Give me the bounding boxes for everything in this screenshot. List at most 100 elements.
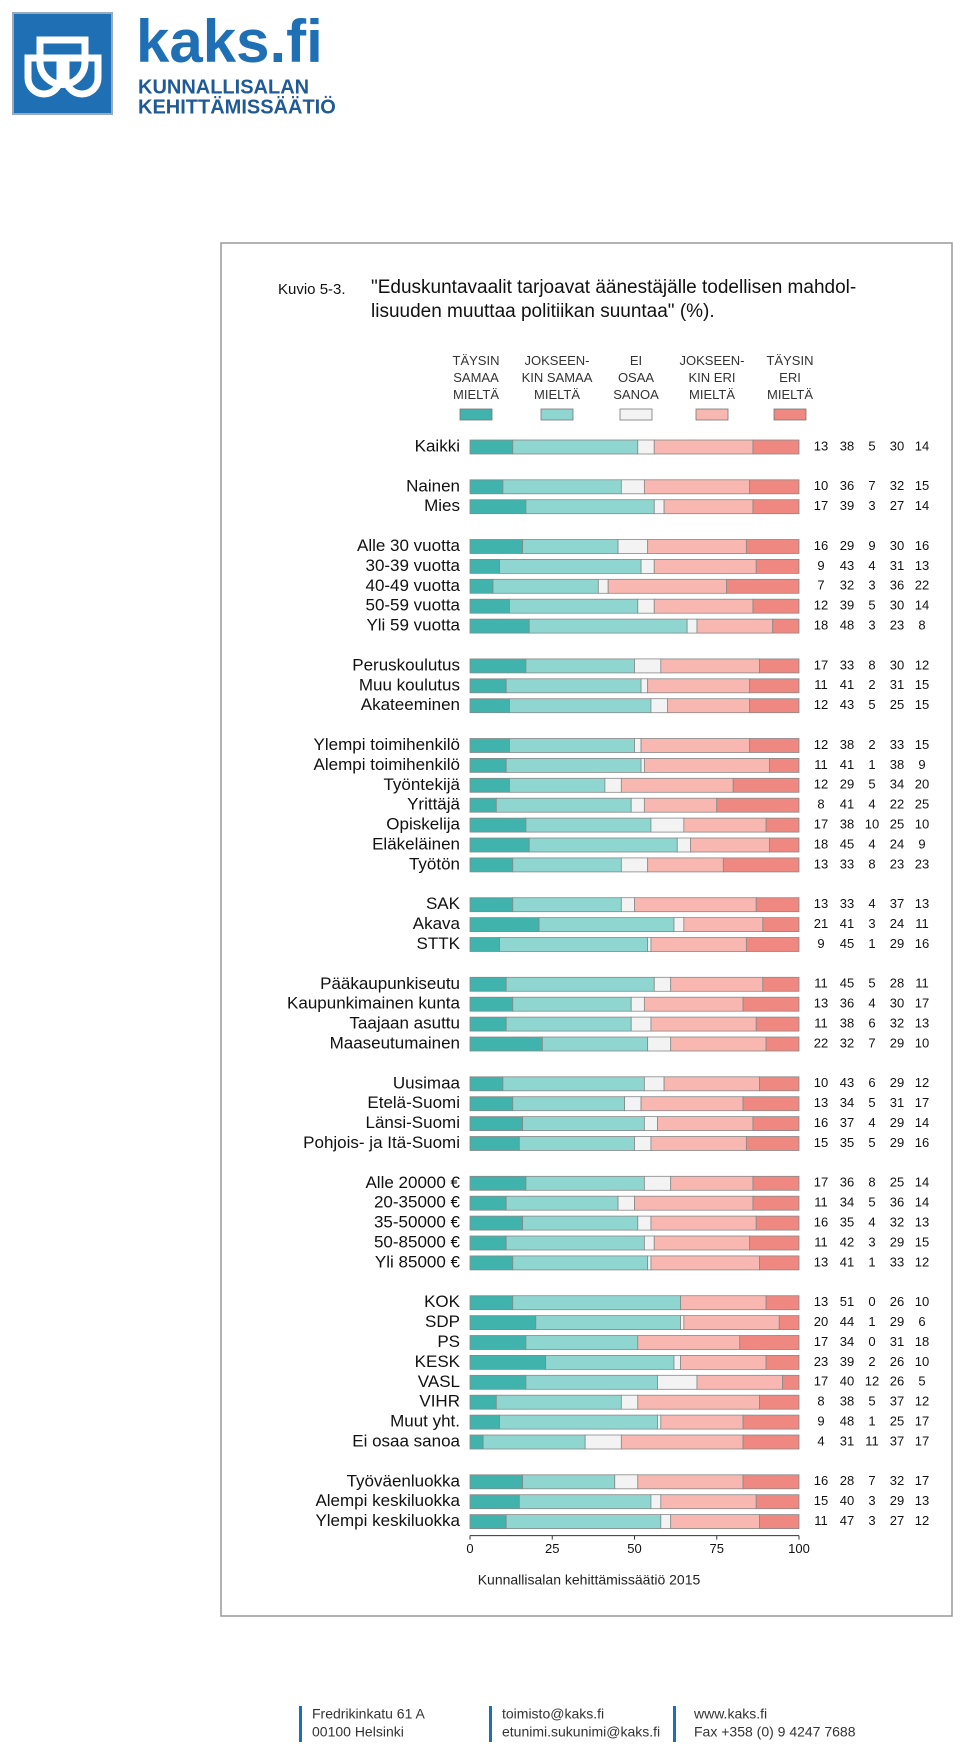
value-label: 11 bbox=[814, 1234, 828, 1249]
value-label: 16 bbox=[814, 538, 828, 553]
value-label: 26 bbox=[890, 1354, 904, 1369]
bar-segment bbox=[535, 1315, 681, 1330]
bar-segment bbox=[469, 1494, 520, 1510]
value-label: 26 bbox=[890, 1294, 904, 1309]
category-label: Uusimaa bbox=[393, 1073, 461, 1092]
bar-segment bbox=[759, 1394, 800, 1410]
legend-label: EI OSAA SANOA bbox=[613, 353, 659, 402]
bar-segment bbox=[512, 1255, 649, 1271]
value-label: 29 bbox=[890, 1135, 904, 1150]
org-name: KEHITTÄMISSÄÄTIÖ bbox=[138, 95, 336, 118]
bar-segment bbox=[676, 837, 691, 853]
bar-segment bbox=[499, 937, 649, 952]
value-label: 11 bbox=[814, 976, 828, 991]
bar-segment bbox=[541, 1036, 649, 1052]
value-label: 13 bbox=[915, 896, 929, 911]
category-label: VIHR bbox=[419, 1392, 460, 1411]
value-label: 3 bbox=[868, 1234, 875, 1249]
bar-segment bbox=[653, 559, 757, 574]
value-label: 17 bbox=[814, 1374, 828, 1389]
value-label: 27 bbox=[890, 498, 904, 513]
value-label: 14 bbox=[915, 1195, 929, 1210]
value-label: 6 bbox=[868, 1075, 875, 1090]
bar-segment bbox=[640, 1096, 744, 1112]
category-label: 40-49 vuotta bbox=[365, 576, 460, 595]
bar-segment bbox=[670, 1036, 767, 1052]
source: Kunnallisalan kehittämissäätiö 2015 bbox=[478, 1572, 701, 1588]
value-label: 5 bbox=[868, 777, 875, 792]
legend-swatch bbox=[459, 408, 493, 421]
bar-segment bbox=[617, 1195, 635, 1211]
value-label: 9 bbox=[817, 558, 824, 573]
value-label: 41 bbox=[840, 797, 854, 812]
bar-segment bbox=[667, 698, 751, 714]
value-label: 10 bbox=[915, 817, 929, 832]
value-label: 21 bbox=[814, 916, 828, 931]
value-label: 14 bbox=[915, 598, 929, 613]
bar-segment bbox=[525, 1175, 645, 1191]
bar-segment bbox=[634, 1136, 652, 1151]
bar-segment bbox=[469, 1414, 501, 1430]
bar-segment bbox=[637, 439, 655, 455]
bar-segment bbox=[752, 598, 800, 614]
value-label: 33 bbox=[890, 1254, 904, 1269]
legend-label: JOKSEEN- KIN SAMAA MIELTÄ bbox=[521, 353, 593, 402]
bar-segment bbox=[617, 539, 649, 554]
value-label: 39 bbox=[840, 598, 854, 613]
category-label: Muut yht. bbox=[390, 1412, 460, 1431]
bar-segment bbox=[772, 618, 800, 634]
value-label: 36 bbox=[840, 996, 854, 1011]
category-label: Eläkeläinen bbox=[372, 834, 460, 853]
bar-segment bbox=[522, 1474, 616, 1490]
bar-segment bbox=[525, 499, 655, 515]
bar-segment bbox=[759, 1076, 800, 1092]
bar-segment bbox=[643, 1116, 658, 1131]
value-label: 31 bbox=[890, 1334, 904, 1349]
bar-segment bbox=[620, 479, 645, 495]
value-label: 32 bbox=[890, 1473, 904, 1488]
logo-emblem bbox=[24, 36, 102, 98]
bar-segment bbox=[469, 1195, 507, 1211]
category-label: Etelä-Suomi bbox=[367, 1093, 460, 1112]
value-label: 5 bbox=[868, 976, 875, 991]
value-label: 11 bbox=[814, 1016, 828, 1031]
value-label: 22 bbox=[890, 797, 904, 812]
bar-segment bbox=[650, 1016, 757, 1032]
value-label: 31 bbox=[890, 558, 904, 573]
value-label: 32 bbox=[840, 578, 854, 593]
value-label: 3 bbox=[868, 1493, 875, 1508]
bar-segment bbox=[469, 439, 514, 455]
bar-segment bbox=[650, 698, 668, 714]
bar-segment bbox=[657, 1374, 698, 1390]
category-label: Ei osaa sanoa bbox=[352, 1431, 460, 1450]
bar-segment bbox=[525, 658, 635, 674]
value-label: 16 bbox=[915, 1135, 929, 1150]
bar-segment bbox=[752, 1195, 800, 1211]
value-label: 32 bbox=[840, 1035, 854, 1050]
bar-segment bbox=[607, 578, 728, 594]
bar-segment bbox=[512, 439, 639, 455]
value-label: 5 bbox=[868, 598, 875, 613]
value-label: 22 bbox=[814, 1035, 828, 1050]
bar-segment bbox=[782, 1374, 800, 1390]
bar-segment bbox=[657, 1116, 754, 1131]
value-label: 32 bbox=[890, 1215, 904, 1230]
value-label: 25 bbox=[890, 1414, 904, 1429]
bar-segment bbox=[759, 658, 800, 674]
bar-segment bbox=[469, 598, 510, 614]
logo-text: kaks.fi bbox=[136, 8, 323, 75]
value-label: 3 bbox=[868, 498, 875, 513]
bar-segment bbox=[653, 499, 665, 515]
bar-segment bbox=[620, 857, 649, 873]
figure-label: Kuvio 5-3. bbox=[278, 281, 346, 298]
value-label: 13 bbox=[915, 558, 929, 573]
bar-segment bbox=[745, 937, 800, 952]
value-label: 10 bbox=[814, 1075, 828, 1090]
bar-segment bbox=[752, 499, 800, 515]
value-label: 18 bbox=[915, 1334, 929, 1349]
value-label: 18 bbox=[814, 618, 828, 633]
bar-segment bbox=[469, 996, 514, 1012]
bar-segment bbox=[647, 539, 747, 554]
x-tick-label: 25 bbox=[545, 1541, 559, 1556]
value-label: 1 bbox=[868, 1414, 875, 1429]
